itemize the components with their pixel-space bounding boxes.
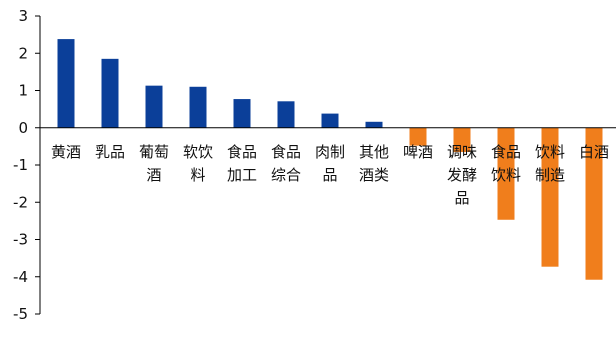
x-tick-label: 肉制品 — [315, 143, 345, 184]
x-tick-label: 白酒 — [579, 143, 609, 161]
x-tick-label-line: 料 — [190, 166, 205, 184]
y-tick-label: 1 — [18, 82, 28, 100]
x-tick-label: 黄酒 — [51, 143, 81, 161]
bar — [497, 127, 515, 220]
bar — [321, 113, 339, 128]
x-tick-label: 饮料制造 — [535, 143, 565, 184]
x-tick-label-line: 发酵 — [447, 166, 477, 184]
x-tick-label: 食品综合 — [271, 143, 301, 184]
bar — [277, 101, 295, 128]
bar — [189, 86, 207, 128]
x-tick-label: 葡萄酒 — [139, 143, 169, 184]
bar — [57, 39, 75, 128]
x-tick-label: 调味发酵品 — [447, 143, 477, 207]
bar — [101, 58, 119, 128]
x-tick-label-line: 黄酒 — [51, 143, 81, 161]
x-tick-label-line: 啤酒 — [403, 143, 433, 161]
y-tick-label: 0 — [18, 119, 28, 137]
bar — [365, 121, 383, 128]
x-tick-label-line: 饮料 — [535, 143, 565, 161]
y-tick-label: -3 — [13, 231, 28, 249]
x-tick-label: 软饮料 — [183, 143, 213, 184]
bar — [541, 127, 559, 267]
y-tick-label: -1 — [13, 156, 28, 174]
x-tick-label-line: 白酒 — [579, 143, 609, 161]
bar — [585, 127, 603, 280]
y-tick-label: 2 — [18, 44, 28, 62]
x-tick-label-line: 品 — [322, 166, 337, 184]
bar — [145, 85, 163, 128]
y-tick-label: 3 — [18, 7, 28, 25]
y-tick-label: -4 — [13, 268, 28, 286]
bars — [57, 39, 603, 280]
x-tick-label: 其他酒类 — [359, 143, 389, 184]
x-tick-label: 食品饮料 — [491, 143, 521, 184]
x-tick-label: 食品加工 — [227, 143, 257, 184]
x-tick-label-line: 综合 — [271, 166, 301, 184]
x-tick-label-line: 饮料 — [491, 166, 521, 184]
x-tick-label-line: 食品 — [491, 143, 521, 161]
x-tick-label-line: 食品 — [271, 143, 301, 161]
x-tick-label-line: 加工 — [227, 166, 257, 184]
bar — [409, 127, 427, 146]
x-tick-label: 啤酒 — [403, 143, 433, 161]
x-tick-label-line: 乳品 — [95, 143, 125, 161]
x-tick-label: 乳品 — [95, 143, 125, 161]
x-tick-label-line: 其他 — [359, 143, 389, 161]
x-tick-label-line: 软饮 — [183, 143, 213, 161]
x-tick-label-line: 制造 — [535, 166, 565, 184]
x-tick-label-line: 酒类 — [359, 166, 389, 184]
x-tick-label-line: 肉制 — [315, 143, 345, 161]
x-tick-label-line: 酒 — [146, 166, 161, 184]
x-tick-label-line: 调味 — [447, 143, 477, 161]
x-tick-label-line: 食品 — [227, 143, 257, 161]
y-axis: 3 2 1 0 -1 -2 -3 -4 -5 — [13, 7, 41, 323]
y-tick-label: -5 — [13, 305, 28, 323]
x-tick-label-line: 品 — [454, 189, 469, 207]
y-tick-label: -2 — [13, 193, 28, 211]
bar — [453, 127, 471, 152]
x-tick-label-line: 葡萄 — [139, 143, 169, 161]
bar — [233, 99, 251, 128]
